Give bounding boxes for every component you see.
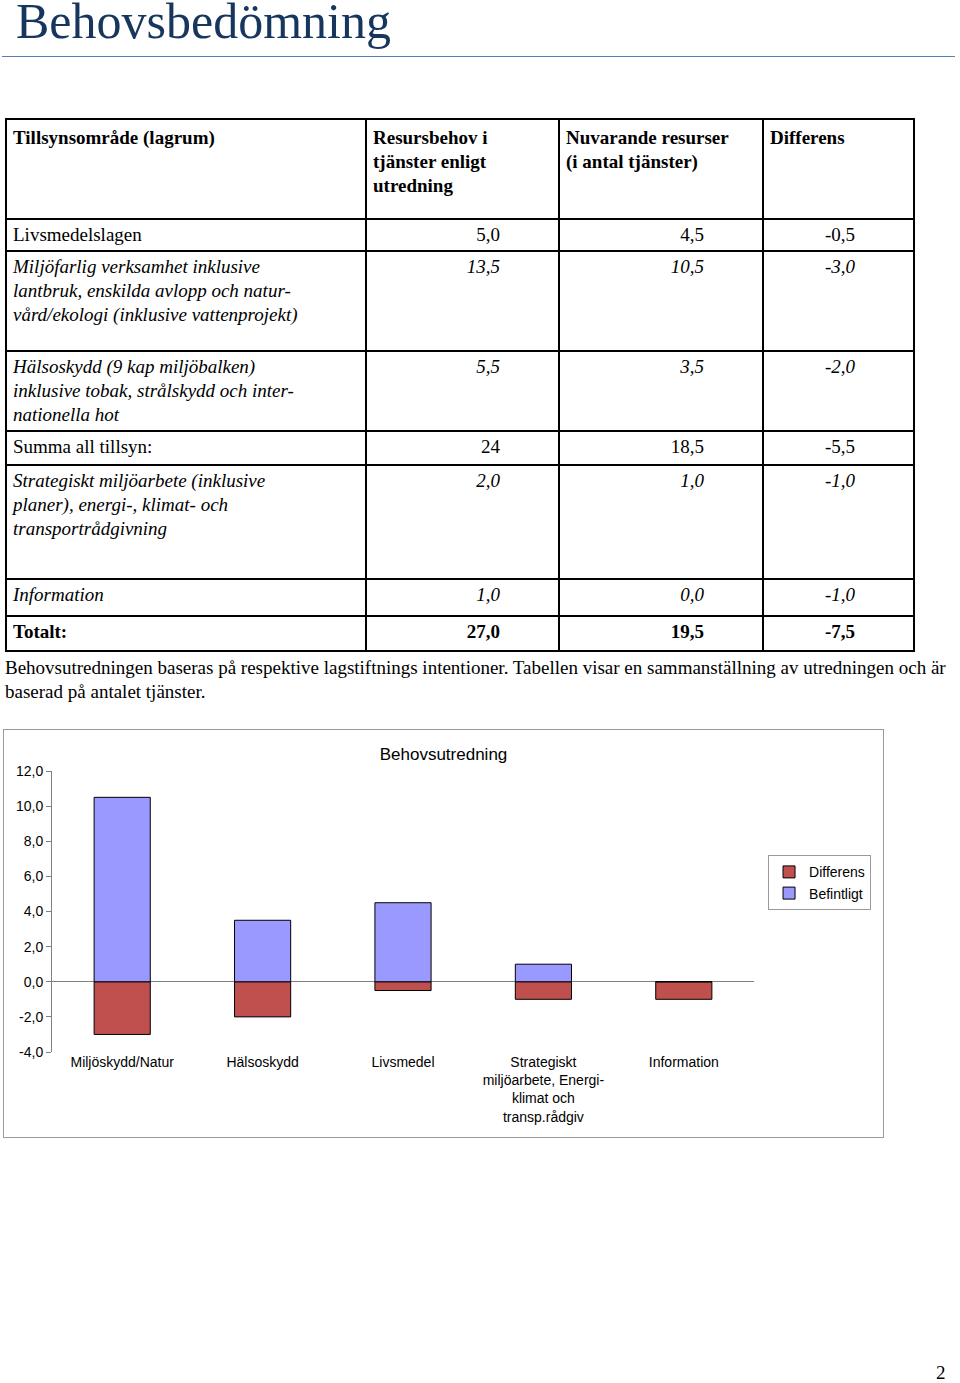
html-text:Information: Information — [13, 584, 104, 605]
svg-text:Befintligt: Befintligt — [809, 886, 863, 902]
svg-text:Strategisktmiljöarbete, Energi: Strategisktmiljöarbete, Energi-klimat oc… — [483, 1054, 605, 1125]
html-text:18,5: 18,5 — [670, 436, 704, 457]
svg-text:Miljöskydd/Natur: Miljöskydd/Natur — [70, 1054, 174, 1070]
html-text:5,5: 5,5 — [476, 356, 500, 377]
html-text:19,5: 19,5 — [670, 621, 704, 642]
html-text:-3,0: -3,0 — [824, 256, 855, 277]
html-text:Totalt:: Totalt: — [13, 621, 68, 642]
svg-text:0,0: 0,0 — [24, 974, 44, 990]
svg-text:-2,0: -2,0 — [19, 1009, 43, 1025]
html-text:5,0: 5,0 — [476, 224, 500, 245]
html-text:Behovsutredningen baseras på r: Behovsutredningen baseras på respektive … — [5, 657, 946, 702]
html-text:-1,0: -1,0 — [824, 584, 855, 605]
html-text:Miljöfarlig verksamhet inklusi: Miljöfarlig verksamhet inklusive lantbru… — [13, 256, 298, 325]
html-text:-5,5: -5,5 — [824, 436, 855, 457]
html-text:Strategiskt miljöarbete (inklu: Strategiskt miljöarbete (inklusive plane… — [13, 470, 266, 539]
svg-text:Differens: Differens — [809, 864, 865, 880]
svg-text:10,0: 10,0 — [16, 798, 43, 814]
svg-text:Hälsoskydd: Hälsoskydd — [226, 1054, 298, 1070]
html-text:3,5: 3,5 — [680, 356, 704, 377]
svg-text:2,0: 2,0 — [24, 939, 44, 955]
html-text:1,0: 1,0 — [476, 584, 500, 605]
html-text:Tillsynsområde (lagrum): Tillsynsområde (lagrum) — [13, 127, 215, 148]
html-text:Livsmedelslagen: Livsmedelslagen — [13, 224, 142, 245]
html-text:Resursbehov i tjänster enligt: Resursbehov i tjänster enligt utredning — [373, 127, 488, 196]
html-text:1,0: 1,0 — [680, 470, 704, 491]
svg-text:Behovsutredning: Behovsutredning — [380, 745, 508, 764]
svg-text:6,0: 6,0 — [24, 868, 44, 884]
svg-text:Livsmedel: Livsmedel — [371, 1054, 434, 1070]
html-text:-1,0: -1,0 — [824, 470, 855, 491]
html-text:0,0: 0,0 — [680, 584, 704, 605]
html-text:-2,0: -2,0 — [824, 356, 855, 377]
svg-text:-4,0: -4,0 — [19, 1044, 43, 1060]
html-text:10,5: 10,5 — [670, 256, 704, 277]
html-text:4,5: 4,5 — [680, 224, 704, 245]
html-text:2,0: 2,0 — [476, 470, 500, 491]
html-text:24: 24 — [481, 436, 500, 457]
html-text:13,5: 13,5 — [466, 256, 500, 277]
html-text:Summa all tillsyn:: Summa all tillsyn: — [13, 436, 153, 457]
html-text:-7,5: -7,5 — [824, 621, 855, 642]
html-text:27,0: 27,0 — [466, 621, 500, 642]
svg-text:Information: Information — [649, 1054, 719, 1070]
html-text:Hälsoskydd (9 kap miljöbalken): Hälsoskydd (9 kap miljöbalken) inklusive… — [13, 356, 294, 425]
svg-text:12,0: 12,0 — [16, 763, 43, 779]
svg-text:4,0: 4,0 — [24, 903, 44, 919]
html-text:-0,5: -0,5 — [824, 224, 855, 245]
html-text:Nuvarande resurser (i antal tj: Nuvarande resurser (i antal tjänster) — [566, 127, 729, 172]
html-text:2: 2 — [936, 1362, 946, 1383]
html-text:Differens: Differens — [770, 127, 845, 148]
svg-text:8,0: 8,0 — [24, 833, 44, 849]
